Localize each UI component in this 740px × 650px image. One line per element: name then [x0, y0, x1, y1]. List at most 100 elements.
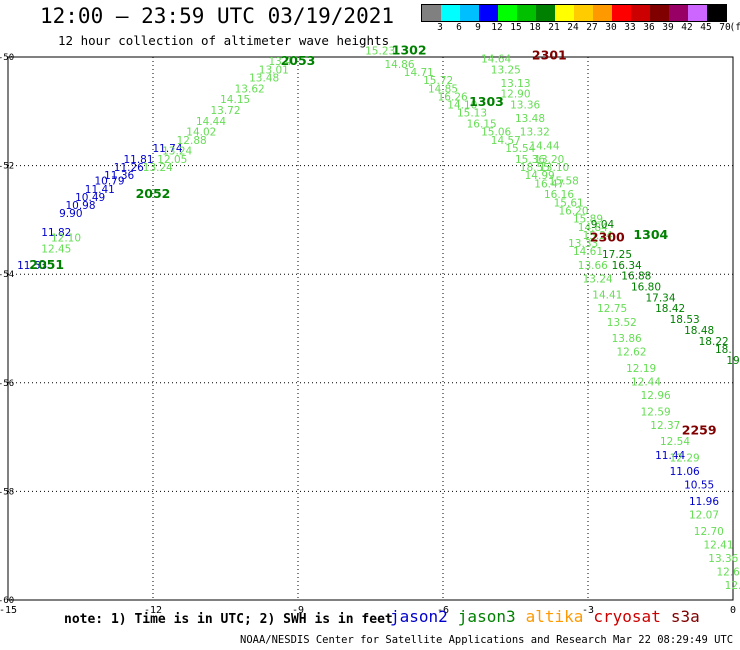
data-label-jason3: 12.75 [597, 303, 627, 315]
data-label-jason3: 12.45 [41, 243, 71, 255]
data-label-jason3: 12.10 [51, 233, 81, 245]
data-label-jason3: 15.58 [549, 176, 579, 188]
legend-swatch [593, 5, 612, 21]
x-tick-label: -3 [582, 605, 594, 616]
legend-tick-label: 6 [456, 22, 462, 33]
y-tick-label: -56 [0, 379, 14, 389]
data-label-jason3-dark: 16.80 [631, 281, 661, 293]
data-label-jason2: 11.96 [689, 496, 719, 508]
legend-swatch [669, 5, 688, 21]
legend-tick-label: 45 [700, 22, 712, 33]
data-label-jason3-dark: 19 [726, 355, 739, 367]
data-label-jason3-dark: 17.25 [602, 249, 632, 261]
pass-label: 2300 [590, 230, 625, 245]
data-label-jason3: 14.64 [481, 53, 511, 65]
data-label-jason3: 15.06 [481, 127, 511, 139]
data-label-jason2: 10.98 [65, 200, 95, 212]
legend-tick-label: 18 [529, 22, 541, 33]
data-label-jason3: 14.44 [529, 140, 559, 152]
data-label-jason3: 14.15 [220, 94, 250, 106]
data-label-jason3: 15.72 [423, 75, 453, 87]
data-label-jason3: 12.54 [660, 436, 690, 448]
legend-swatch [574, 5, 593, 21]
data-label-jason3: 12.88 [177, 135, 207, 147]
data-label-jason3: 15.89 [573, 214, 603, 226]
data-label-jason2: 11.06 [670, 466, 700, 478]
legend-tick-label: 39 [662, 22, 674, 33]
data-label-jason3: 13.47 [268, 56, 298, 68]
data-label-jason2: 11.74 [152, 143, 182, 155]
legend-tick-label: 9 [475, 22, 481, 33]
legend-tick-label: 42 [681, 22, 693, 33]
legend-tick-label: 36 [643, 22, 655, 33]
data-label-jason2: 11.41 [85, 184, 115, 196]
data-label-jason3: 13.24 [162, 146, 192, 158]
data-label-jason3: 15.13 [457, 108, 487, 120]
data-label-jason3: 12.44 [631, 377, 661, 389]
data-label-jason3: 13.48 [515, 113, 545, 125]
data-label-jason3-dark: 9.04 [591, 219, 615, 231]
data-label-jason3: 16.15 [467, 119, 497, 131]
chart-title: 12:00 – 23:59 UTC 03/19/2021 [40, 4, 395, 28]
legend-swatch [536, 5, 555, 21]
legend-tick-label: 70 [719, 22, 731, 33]
x-tick-label: -6 [437, 605, 449, 616]
y-tick-label: -60 [0, 596, 14, 606]
satellite-label-s3a: s3a [670, 607, 700, 626]
x-tick-label: 0 [730, 605, 736, 616]
satellite-label-cryosat: cryosat [593, 607, 661, 626]
data-label-jason3-dark: 16.34 [612, 260, 642, 272]
y-tick-label: -50 [0, 53, 14, 63]
data-label-jason2: 11.81 [123, 154, 153, 166]
data-label-jason3: 13.13 [500, 78, 530, 90]
pass-label: 1304 [633, 227, 668, 242]
y-tick-label: -54 [0, 270, 14, 280]
data-label-jason3: 12.70 [694, 526, 724, 538]
data-label-jason3: 13.86 [612, 333, 642, 345]
plot-frame [7, 56, 734, 601]
legend-swatch [688, 5, 707, 21]
satellite-label-jason3: jason3 [457, 607, 516, 626]
data-label-jason3: 13.25 [491, 64, 521, 76]
data-label-jason3: 14.71 [404, 67, 434, 79]
data-label-jason3: 12. [725, 580, 740, 592]
legend-swatch [555, 5, 574, 21]
legend-tick-label: 21 [548, 22, 560, 33]
data-label-jason3: 16.47 [534, 178, 564, 190]
data-label-jason3: 13.24 [143, 162, 173, 174]
data-label-jason3: 12.6 [716, 567, 740, 579]
y-tick-label: -52 [0, 162, 14, 172]
data-label-jason3: 15.61 [554, 197, 584, 209]
data-label-jason3-dark: 16.88 [621, 271, 651, 283]
x-tick-label: -15 [0, 605, 17, 616]
data-label-jason3: 14.41 [592, 290, 622, 302]
data-label-jason3: 13.20 [534, 154, 564, 166]
data-label-jason3: 15.23 [365, 45, 395, 57]
data-label-jason2: 11.53 [17, 260, 47, 272]
data-label-jason2: 11.44 [655, 450, 685, 462]
data-label-jason3: 13.10 [539, 162, 569, 174]
pass-label: 2301 [532, 48, 567, 63]
pass-label: 2259 [682, 422, 717, 437]
data-label-jason3: 14.02 [186, 127, 216, 139]
data-label-jason3: 13.66 [578, 260, 608, 272]
data-label-jason3: 14.44 [196, 116, 226, 128]
legend-swatch [441, 5, 460, 21]
data-label-jason3: 16.16 [544, 189, 574, 201]
pass-label: 2053 [281, 53, 316, 68]
data-label-jason3: 12.62 [616, 347, 646, 359]
data-label-jason3: 13.52 [607, 317, 637, 329]
data-label-jason3: 14.99 [525, 170, 555, 182]
data-label-jason3-dark: 18.48 [684, 325, 714, 337]
legend-swatch [498, 5, 517, 21]
data-label-jason2: 10.55 [684, 480, 714, 492]
data-label-jason2: 10.49 [75, 192, 105, 204]
satellite-legend: jason2 jason3 altika cryosat s3a [390, 607, 700, 626]
data-label-jason3: 12.37 [650, 420, 680, 432]
legend-swatch [707, 5, 726, 21]
pass-label: 1302 [392, 42, 427, 57]
data-label-jason3: 15.54 [505, 143, 535, 155]
data-label-jason3: 16.20 [558, 205, 588, 217]
data-label-jason3-dark: 18.22 [699, 336, 729, 348]
